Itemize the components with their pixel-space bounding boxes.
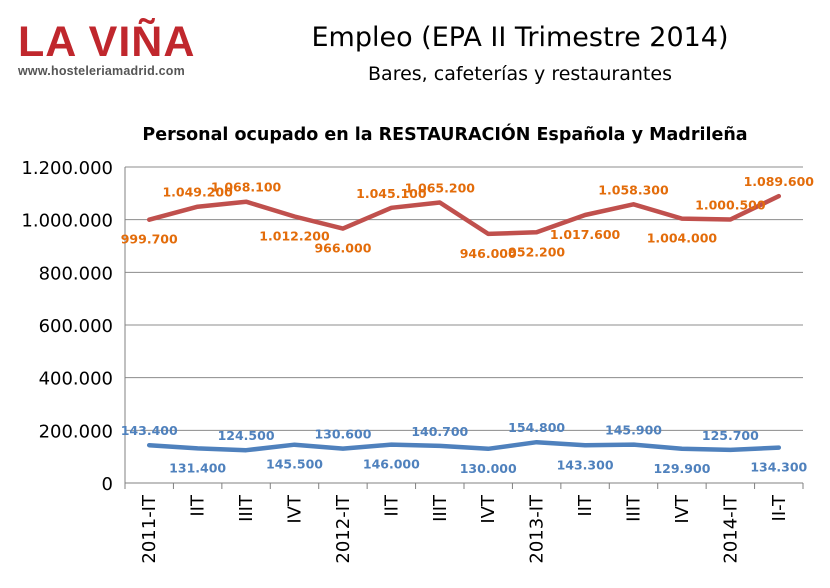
data-label: 1.012.200 (259, 228, 330, 243)
data-label: 143.300 (557, 457, 614, 472)
data-label: 966.000 (314, 241, 371, 256)
data-label: 130.000 (460, 461, 517, 476)
data-label: 129.900 (653, 461, 710, 476)
data-label: 145.500 (266, 457, 323, 472)
logo-website: www.hosteleriamadrid.com (18, 64, 185, 78)
page-title: Empleo (EPA II Trimestre 2014) (311, 22, 729, 53)
x-tick-label: IIT (381, 494, 402, 517)
x-tick-label: II-T (769, 494, 790, 521)
x-tick-label: IIT (188, 494, 209, 517)
data-label: 1.049.200 (162, 185, 233, 200)
data-label: 1.000.500 (695, 198, 766, 213)
data-label: 999.700 (121, 232, 178, 247)
data-label: 140.700 (411, 424, 468, 439)
data-label: 134.300 (750, 460, 807, 475)
y-tick-label: 600.000 (39, 316, 113, 337)
logo-brand: LA VIÑA (18, 18, 196, 66)
x-tick-label: IVT (672, 494, 693, 524)
data-label: 146.000 (363, 457, 420, 472)
x-tick-label: IIIT (236, 494, 257, 522)
data-label: 1.045.100 (356, 186, 427, 201)
series-line-1 (146, 193, 782, 237)
logo: LA VIÑA www.hosteleriamadrid.com (18, 20, 195, 78)
data-label: 1.017.600 (550, 227, 621, 242)
data-label: 145.900 (605, 423, 662, 438)
y-tick-label: 400.000 (39, 369, 113, 390)
data-label: 131.400 (169, 460, 226, 475)
data-label: 130.600 (314, 427, 371, 442)
data-label: 125.700 (702, 428, 759, 443)
data-label: 1.065.200 (405, 180, 476, 195)
x-axis-ticks: 2011-IT IIT IIIT IVT 2012-IT IIT IIIT IVT 2013-I… (124, 483, 804, 564)
x-tick-label: 2012-IT (333, 494, 354, 564)
data-label: 1.004.000 (647, 231, 718, 246)
data-label: 154.800 (508, 420, 565, 435)
chart-title: Personal ocupado en la RESTAURACIÓN Espa… (142, 123, 747, 145)
x-tick-label: IVT (285, 494, 306, 524)
page-subtitle: Bares, cafeterías y restaurantes (368, 63, 672, 85)
data-label: 1.068.100 (211, 180, 282, 195)
data-label: 1.058.300 (598, 182, 669, 197)
y-tick-label: 1.200.000 (21, 158, 113, 179)
x-tick-label: 2011-IT (139, 494, 160, 564)
x-tick-label: IIIT (430, 494, 451, 522)
y-tick-label: 200.000 (39, 421, 113, 442)
x-tick-label: IVT (478, 494, 499, 524)
data-label: 143.400 (121, 423, 178, 438)
y-tick-label: 0 (102, 474, 113, 495)
series-lines (146, 193, 782, 453)
y-axis-ticks: 0 200.000 400.000 600.000 800.000 1.000.000 1.… (21, 158, 113, 495)
x-tick-label: 2014-IT (720, 494, 741, 564)
x-tick-label: IIT (575, 494, 596, 517)
y-tick-label: 1.000.000 (21, 211, 113, 232)
x-tick-label: 2013-IT (527, 494, 548, 564)
x-tick-label: IIIT (624, 494, 645, 522)
data-label: 946.000 (460, 246, 517, 261)
data-label: 124.500 (218, 428, 275, 443)
data-label: 952.200 (508, 244, 565, 259)
y-tick-label: 800.000 (39, 263, 113, 284)
series-line-2 (146, 439, 782, 453)
data-label: 1.089.600 (744, 174, 815, 189)
